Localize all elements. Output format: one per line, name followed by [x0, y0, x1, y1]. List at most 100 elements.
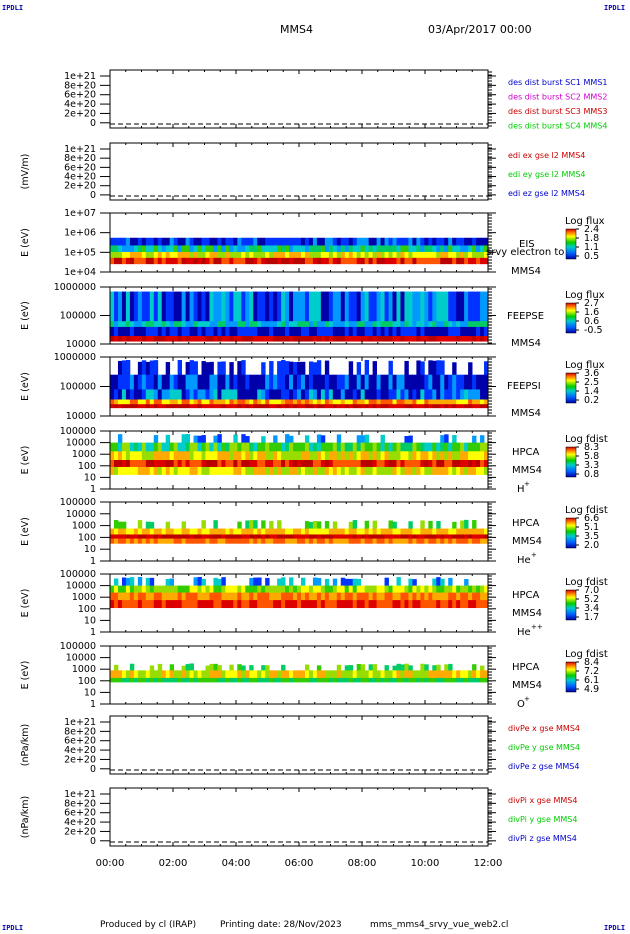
spectrogram-cell: [308, 251, 314, 259]
spectrogram-cell: [484, 600, 489, 609]
spectrogram-cell: [432, 326, 437, 337]
spectrogram-cell: [141, 585, 147, 593]
spectrogram-cell: [392, 245, 397, 253]
spectrogram-cell: [444, 257, 449, 265]
spectrogram-cell: [312, 534, 318, 539]
spectrogram-cell: [344, 592, 350, 601]
spectrogram-cell: [392, 251, 397, 259]
spectrogram-cell: [269, 538, 274, 544]
spectrogram-cell: [233, 534, 238, 539]
spectrogram-cell: [436, 321, 441, 328]
spectrogram-cell: [440, 257, 445, 265]
spectrogram-cell: [293, 326, 298, 337]
y-tick-label: 1e+06: [64, 228, 96, 239]
spectrogram-cell: [145, 670, 151, 679]
panel-frame-9: [109, 715, 489, 775]
spectrogram-cell: [273, 538, 278, 544]
y-tick-label: 1: [90, 699, 96, 710]
spectrogram-cell: [161, 670, 167, 679]
spectrogram-cell: [432, 389, 437, 400]
spectrogram-cell: [205, 251, 210, 259]
spectrogram-cell: [340, 442, 346, 452]
spectrogram-cell: [285, 585, 290, 593]
spectrogram-cell: [428, 404, 433, 409]
spectrogram-cell: [316, 291, 322, 322]
spectrogram-cell: [316, 600, 322, 609]
y-tick-label: 1e+21: [64, 144, 96, 155]
spectrogram-cell: [468, 389, 473, 400]
spectrogram-cell: [440, 321, 445, 328]
spectrogram-cell: [380, 451, 385, 461]
spectrogram-cell: [193, 336, 198, 342]
spectrogram-cell: [428, 677, 433, 683]
spectrogram-cell: [117, 460, 123, 468]
spectrogram-cell: [289, 326, 294, 337]
spectrogram-cell: [241, 585, 246, 593]
spectrogram-cell: [480, 460, 485, 468]
spectrogram-cell: [480, 585, 485, 593]
spectrogram-cell: [149, 389, 155, 400]
spectrogram-cell: [328, 592, 334, 601]
y-tick-label: 6e+20: [64, 162, 96, 173]
spectrogram-cell: [436, 670, 441, 679]
spectrogram-cell: [189, 460, 194, 468]
spectrogram-cell: [177, 600, 183, 609]
spectrogram-cell: [137, 600, 143, 609]
spectrogram-cell: [173, 404, 179, 409]
spectrogram-cell: [265, 538, 270, 544]
spectrogram-cell: [432, 670, 437, 679]
spectrogram-cell: [133, 534, 139, 539]
spectrogram-cell: [161, 451, 167, 461]
spectrogram-cell: [408, 442, 413, 452]
y-tick-label: 10: [84, 544, 96, 555]
spectrogram-cell: [348, 592, 354, 601]
legend-entry: divPi x gse MMS4: [508, 796, 577, 805]
spectrogram-cell: [149, 245, 155, 253]
spectrogram-cell: [253, 404, 258, 409]
spectrogram-cell: [460, 257, 465, 265]
spectrogram-cell: [297, 291, 302, 322]
spectrogram-cell: [253, 460, 258, 468]
spectrogram-cell: [217, 600, 222, 609]
spectrogram-cell: [201, 435, 206, 445]
spectrogram-cell: [316, 677, 322, 683]
spectrogram-cell: [217, 404, 222, 409]
spectrogram-cell: [193, 389, 198, 400]
spectrogram-cell: [205, 374, 210, 390]
spectrogram-cell: [197, 336, 202, 342]
spectrogram-cell: [464, 534, 469, 539]
spectrogram-cell: [300, 404, 306, 409]
spectrogram-cell: [392, 336, 397, 342]
spectrogram-cell: [464, 460, 469, 468]
spectrogram-cell: [110, 389, 115, 400]
spectrogram-cell: [217, 336, 222, 342]
spectrogram-cell: [300, 321, 306, 328]
spectrogram-cell: [193, 534, 198, 539]
spectrogram-cell: [364, 257, 370, 265]
colorbar-tick-label: 3.5: [584, 531, 599, 542]
spectrogram-cell: [277, 321, 282, 328]
spectrogram-cell: [356, 326, 362, 337]
spectrogram-cell: [205, 257, 210, 265]
spectrogram-cell: [308, 257, 314, 265]
spectrogram-cell: [273, 399, 278, 405]
spectrogram-cell: [110, 538, 115, 544]
spectrogram-cell: [416, 336, 421, 342]
spectrogram-cell: [237, 528, 242, 535]
spectrogram-cell: [356, 663, 362, 672]
spectrogram-cell: [273, 404, 278, 409]
spectrogram-cell: [352, 460, 358, 468]
spectrogram-cell: [480, 321, 485, 328]
spectrogram-cell: [352, 245, 358, 253]
spectrogram-cell: [416, 460, 421, 468]
spectrogram-cell: [416, 466, 421, 475]
spectrogram-cell: [297, 600, 302, 609]
spectrogram-cell: [133, 466, 139, 475]
spectrogram-cell: [380, 404, 385, 409]
spectrogram-cell: [408, 404, 413, 409]
spectrogram-cell: [281, 534, 286, 539]
spectrogram-cell: [348, 291, 354, 322]
spectrogram-cell: [265, 670, 270, 679]
spectrogram-cell: [428, 460, 433, 468]
spectrogram-cell: [285, 326, 290, 337]
